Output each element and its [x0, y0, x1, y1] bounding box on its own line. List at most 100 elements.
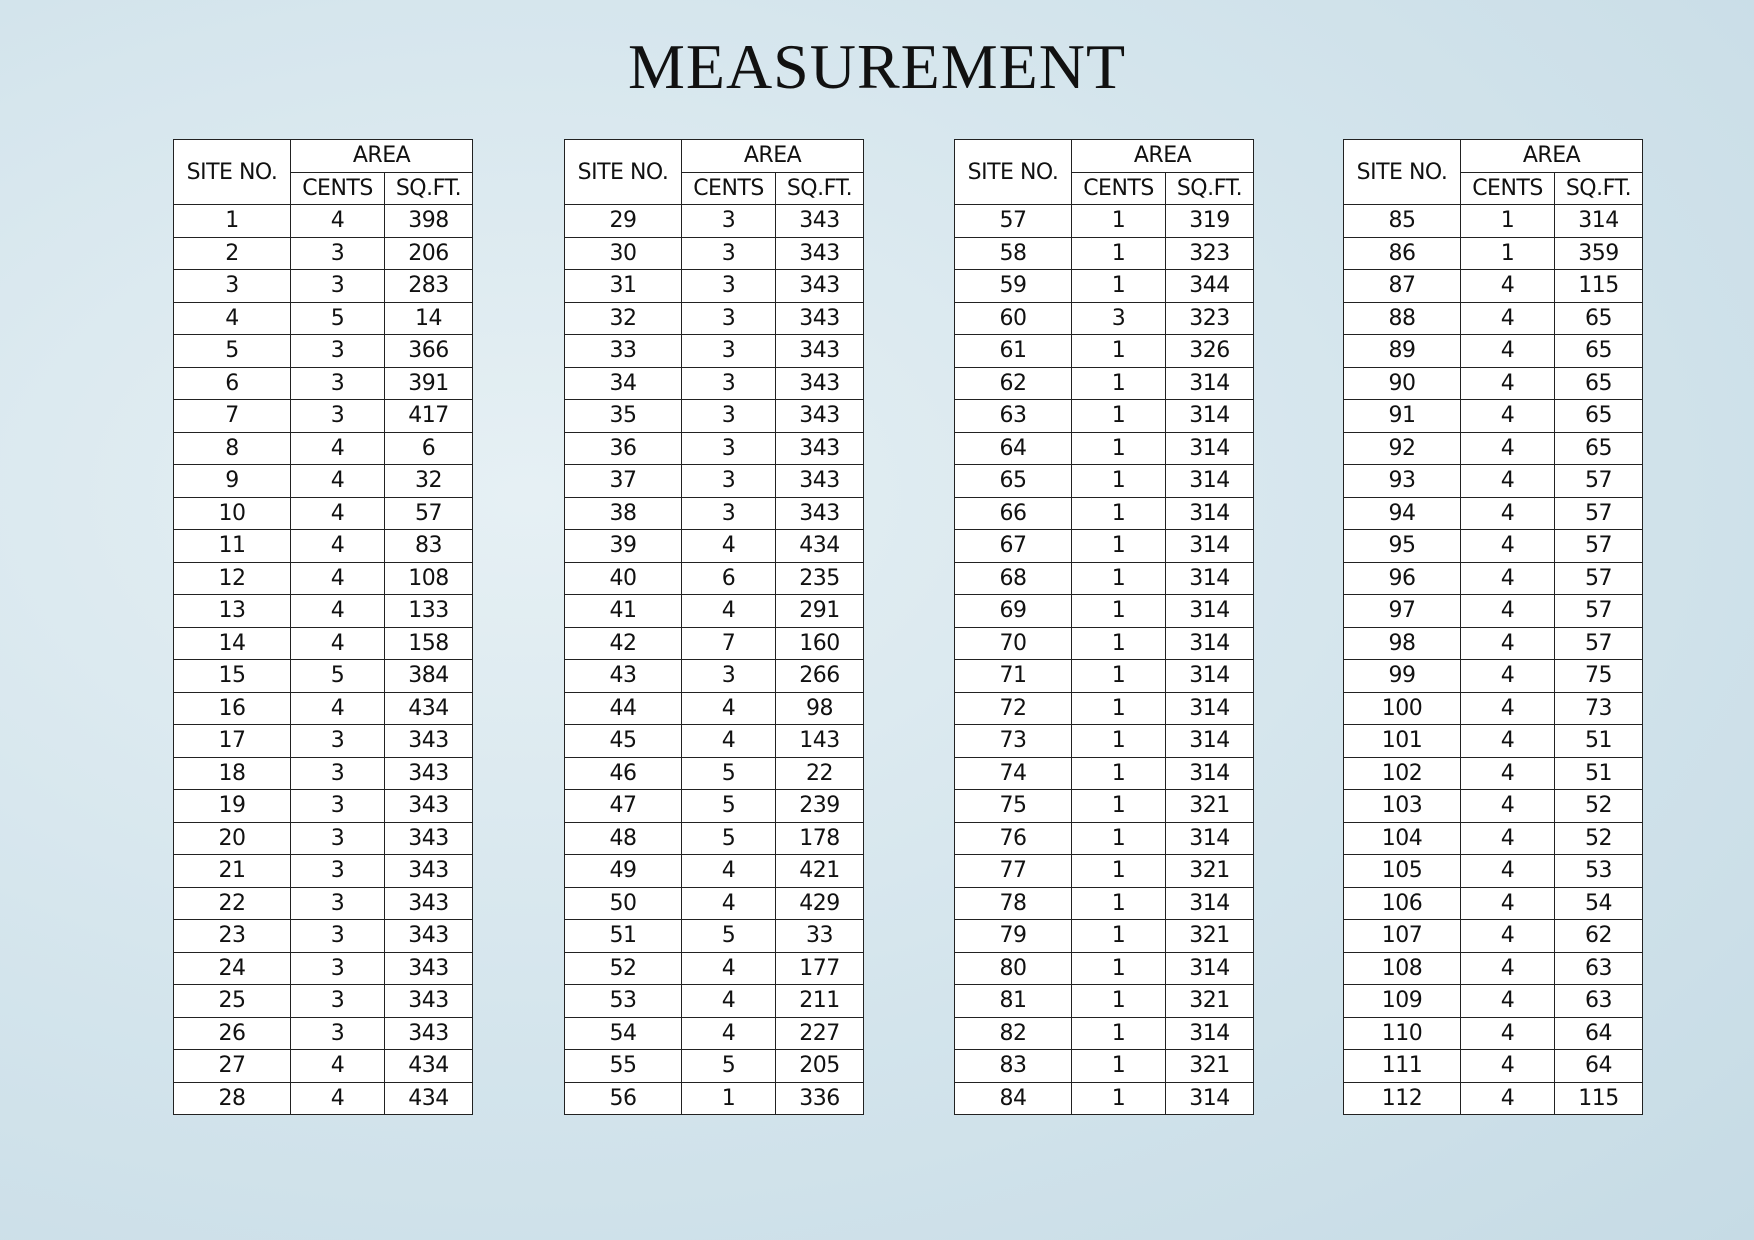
cents: 3: [681, 464, 776, 498]
data-row: 51 5 33: [564, 919, 865, 953]
data-row: 68 1 314: [954, 561, 1255, 595]
sqft: 133: [383, 594, 474, 628]
data-row: 65 1 314: [954, 464, 1255, 498]
sqft: 53: [1553, 854, 1644, 888]
site-no: 41: [564, 594, 682, 628]
header-area: AREA: [1070, 139, 1255, 173]
site-no: 19: [173, 789, 291, 823]
cents: 4: [1460, 366, 1555, 400]
header-sqft: SQ.FT.: [383, 171, 474, 205]
data-row: 37 3 343: [564, 464, 865, 498]
data-row: 44 4 98: [564, 691, 865, 725]
sqft: 343: [383, 984, 474, 1018]
cents: 1: [1071, 334, 1166, 368]
sqft: 398: [383, 204, 474, 238]
site-no: 12: [173, 561, 291, 595]
cents: 1: [1071, 691, 1166, 725]
sqft: 343: [383, 724, 474, 758]
sqft: 51: [1553, 756, 1644, 790]
site-no: 13: [173, 594, 291, 628]
cents: 4: [290, 1081, 385, 1115]
sqft: 65: [1553, 431, 1644, 465]
data-row: 88 4 65: [1343, 301, 1644, 335]
cents: 4: [1460, 756, 1555, 790]
cents: 4: [1460, 464, 1555, 498]
data-row: 79 1 321: [954, 919, 1255, 953]
data-row: 41 4 291: [564, 594, 865, 628]
cents: 4: [1460, 886, 1555, 920]
cents: 4: [681, 724, 776, 758]
site-no: 64: [954, 431, 1072, 465]
site-no: 14: [173, 626, 291, 660]
data-row: 80 1 314: [954, 951, 1255, 985]
cents: 4: [1460, 789, 1555, 823]
sqft: 343: [774, 431, 865, 465]
data-row: 31 3 343: [564, 269, 865, 303]
cents: 5: [681, 789, 776, 823]
site-no: 1: [173, 204, 291, 238]
cents: 1: [1071, 431, 1166, 465]
sqft: 359: [1553, 236, 1644, 270]
site-no: 100: [1343, 691, 1461, 725]
cents: 1: [1071, 984, 1166, 1018]
site-no: 81: [954, 984, 1072, 1018]
data-row: 99 4 75: [1343, 659, 1644, 693]
cents: 1: [1071, 854, 1166, 888]
cents: 1: [1460, 204, 1555, 238]
data-row: 83 1 321: [954, 1049, 1255, 1083]
site-no: 68: [954, 561, 1072, 595]
sqft: 62: [1553, 919, 1644, 953]
header-site-no: SITE NO.: [1343, 139, 1461, 205]
site-no: 49: [564, 854, 682, 888]
sqft: 434: [383, 1081, 474, 1115]
data-row: 62 1 314: [954, 366, 1255, 400]
cents: 4: [1460, 301, 1555, 335]
header-area: AREA: [289, 139, 474, 173]
sqft: 321: [1164, 789, 1255, 823]
data-row: 101 4 51: [1343, 724, 1644, 758]
sqft: 321: [1164, 1049, 1255, 1083]
data-row: 33 3 343: [564, 334, 865, 368]
sqft: 343: [383, 1016, 474, 1050]
data-row: 2 3 206: [173, 236, 474, 270]
site-no: 8: [173, 431, 291, 465]
site-no: 106: [1343, 886, 1461, 920]
sqft: 73: [1553, 691, 1644, 725]
data-row: 84 1 314: [954, 1081, 1255, 1115]
site-no: 80: [954, 951, 1072, 985]
cents: 5: [290, 301, 385, 335]
sqft: 421: [774, 854, 865, 888]
site-no: 56: [564, 1081, 682, 1115]
data-row: 100 4 73: [1343, 691, 1644, 725]
site-no: 22: [173, 886, 291, 920]
data-row: 46 5 22: [564, 756, 865, 790]
cents: 4: [1460, 594, 1555, 628]
data-row: 74 1 314: [954, 756, 1255, 790]
site-no: 54: [564, 1016, 682, 1050]
sqft: 32: [383, 464, 474, 498]
data-row: 23 3 343: [173, 919, 474, 953]
sqft: 434: [383, 691, 474, 725]
site-no: 90: [1343, 366, 1461, 400]
site-no: 47: [564, 789, 682, 823]
sqft: 108: [383, 561, 474, 595]
sqft: 314: [1164, 691, 1255, 725]
sqft: 115: [1553, 269, 1644, 303]
data-row: 26 3 343: [173, 1016, 474, 1050]
site-no: 27: [173, 1049, 291, 1083]
cents: 3: [681, 431, 776, 465]
site-no: 18: [173, 756, 291, 790]
header-row: CENTS SQ.FT.: [174, 171, 474, 205]
cents: 3: [290, 236, 385, 270]
cents: 4: [290, 496, 385, 530]
site-no: 105: [1343, 854, 1461, 888]
sqft: 343: [774, 464, 865, 498]
sqft: 63: [1553, 951, 1644, 985]
site-no: 52: [564, 951, 682, 985]
sqft: 22: [774, 756, 865, 790]
cents: 1: [1071, 529, 1166, 563]
data-row: 106 4 54: [1343, 886, 1644, 920]
data-row: 104 4 52: [1343, 821, 1644, 855]
sqft: 429: [774, 886, 865, 920]
site-no: 108: [1343, 951, 1461, 985]
